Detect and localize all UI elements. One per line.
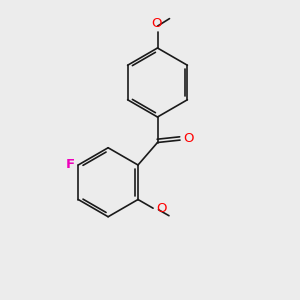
Text: O: O — [156, 202, 166, 215]
Text: F: F — [65, 158, 75, 171]
Text: O: O — [151, 17, 161, 30]
Text: O: O — [184, 132, 194, 145]
